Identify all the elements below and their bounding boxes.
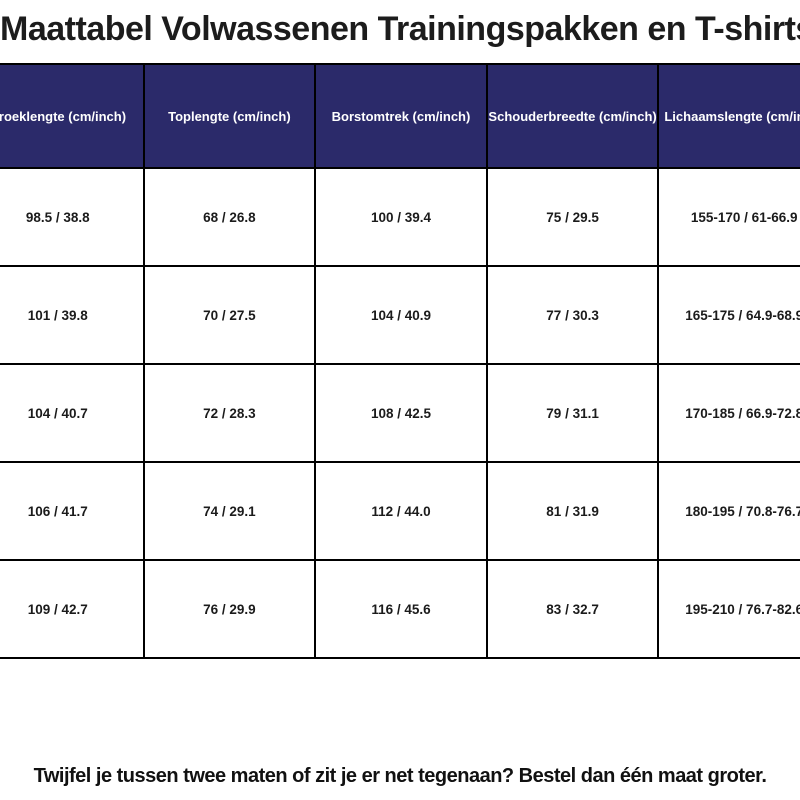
table-cell: 98.5 / 38.8: [0, 167, 145, 267]
table-cell: 100 / 39.4: [314, 167, 488, 267]
table-row: 104 / 40.7 72 / 28.3 108 / 42.5 79 / 31.…: [0, 363, 800, 463]
table-cell: 81 / 31.9: [485, 461, 660, 561]
page-title: Maattabel Volwassenen Trainingspakken en…: [0, 10, 800, 48]
col-header-borstomtrek: Borstomtrek (cm/inch): [314, 63, 488, 169]
table-row: 109 / 42.7 76 / 29.9 116 / 45.6 83 / 32.…: [0, 559, 800, 659]
table-cell: 165-175 / 64.9-68.9: [657, 265, 800, 365]
col-header-schouderbreedte: Schouderbreedte (cm/inch): [485, 63, 660, 169]
table-cell: 155-170 / 61-66.9: [657, 167, 800, 267]
table-cell: 70 / 27.5: [142, 265, 317, 365]
size-table-header: Broeklengte (cm/inch) Toplengte (cm/inch…: [0, 63, 800, 169]
table-row: 98.5 / 38.8 68 / 26.8 100 / 39.4 75 / 29…: [0, 167, 800, 267]
table-cell: 83 / 32.7: [485, 559, 660, 659]
table-cell: 77 / 30.3: [485, 265, 660, 365]
table-row: 106 / 41.7 74 / 29.1 112 / 44.0 81 / 31.…: [0, 461, 800, 561]
table-cell: 101 / 39.8: [0, 265, 145, 365]
table-cell: 72 / 28.3: [142, 363, 317, 463]
table-cell: 74 / 29.1: [142, 461, 317, 561]
size-advice-note: Twijfel je tussen twee maten of zit je e…: [33, 765, 767, 787]
col-header-toplengte: Toplengte (cm/inch): [142, 63, 317, 169]
size-table-container: Broeklengte (cm/inch) Toplengte (cm/inch…: [0, 63, 800, 659]
table-row: 101 / 39.8 70 / 27.5 104 / 40.9 77 / 30.…: [0, 265, 800, 365]
table-cell: 104 / 40.9: [314, 265, 488, 365]
table-cell: 108 / 42.5: [314, 363, 488, 463]
col-header-broeklengte: Broeklengte (cm/inch): [0, 63, 145, 169]
size-table-body: 98.5 / 38.8 68 / 26.8 100 / 39.4 75 / 29…: [0, 167, 800, 659]
col-header-lichaamslengte: Lichaamslengte (cm/inch): [657, 63, 800, 169]
table-cell: 180-195 / 70.8-76.7: [657, 461, 800, 561]
table-cell: 112 / 44.0: [314, 461, 488, 561]
table-cell: 195-210 / 76.7-82.6: [657, 559, 800, 659]
header-row: Broeklengte (cm/inch) Toplengte (cm/inch…: [0, 63, 800, 169]
table-cell: 75 / 29.5: [485, 167, 660, 267]
table-cell: 104 / 40.7: [0, 363, 145, 463]
table-cell: 116 / 45.6: [314, 559, 488, 659]
size-table: Broeklengte (cm/inch) Toplengte (cm/inch…: [0, 63, 800, 659]
table-cell: 68 / 26.8: [142, 167, 317, 267]
table-cell: 79 / 31.1: [485, 363, 660, 463]
table-cell: 170-185 / 66.9-72.8: [657, 363, 800, 463]
table-cell: 76 / 29.9: [142, 559, 317, 659]
table-cell: 109 / 42.7: [0, 559, 145, 659]
table-cell: 106 / 41.7: [0, 461, 145, 561]
